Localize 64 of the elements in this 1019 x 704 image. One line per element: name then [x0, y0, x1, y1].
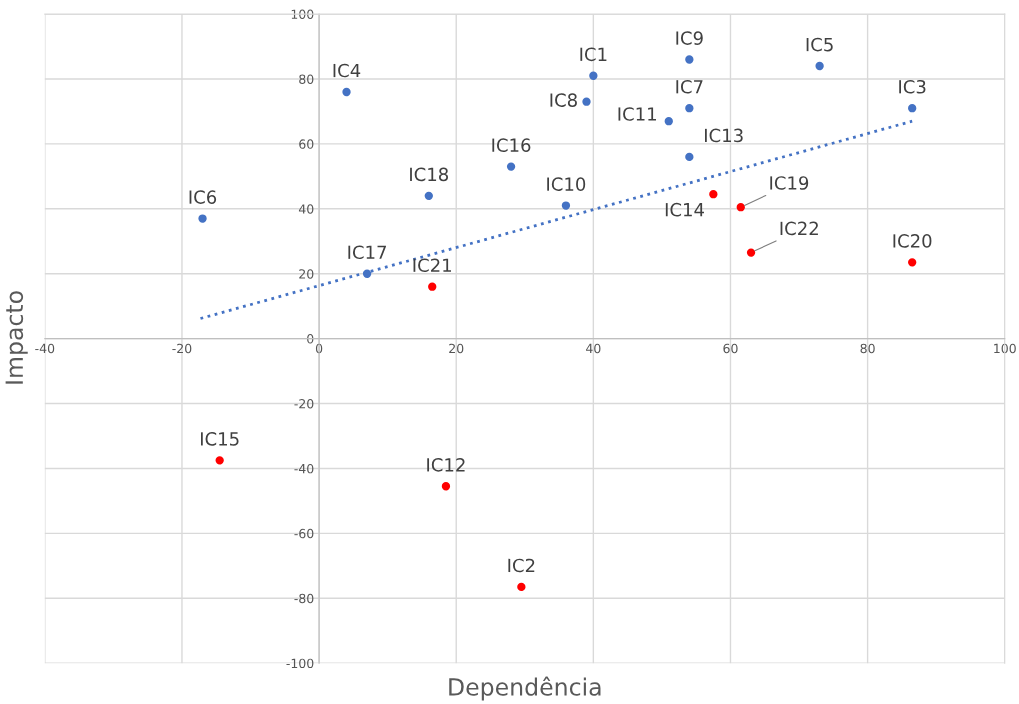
annotation: IC21 — [413, 258, 452, 273]
y-tick-label: 60 — [299, 139, 314, 149]
point — [746, 248, 756, 257]
point — [685, 55, 694, 64]
x-tick-label: 0 — [315, 343, 323, 354]
x-tick-label: 100 — [994, 343, 1016, 354]
y-tick-label: 80 — [299, 74, 314, 84]
x-tick-label: -40 — [35, 343, 55, 354]
point — [589, 71, 598, 80]
y-axis-title: Impacto — [5, 291, 28, 384]
point — [709, 190, 718, 199]
annotation: IC6 — [189, 190, 217, 204]
point — [362, 269, 372, 278]
annotation: IC2 — [508, 558, 535, 573]
x-tick-label: 40 — [586, 343, 601, 354]
point — [908, 104, 917, 113]
annotation: IC7 — [676, 79, 703, 94]
point — [506, 162, 516, 171]
x-tick-label: 20 — [449, 343, 464, 354]
y-tick-label: 100 — [291, 9, 314, 20]
annotation: IC22 — [780, 221, 818, 236]
annotation: IC5 — [806, 37, 833, 52]
x-tick-label: 60 — [723, 343, 738, 354]
point — [517, 582, 526, 592]
x-tick-label: 80 — [860, 343, 875, 354]
annotation: IC16 — [492, 138, 531, 153]
annotation: IC1 — [580, 47, 607, 62]
point — [664, 117, 673, 126]
y-tick-label: -40 — [294, 463, 314, 474]
point — [215, 456, 224, 465]
y-tick-label: -20 — [294, 399, 314, 409]
x-tick-label: -20 — [172, 343, 192, 354]
annotation: IC18 — [410, 167, 449, 182]
annotation: IC20 — [893, 234, 932, 248]
annotation: IC17 — [348, 245, 386, 260]
annotation: IC14 — [665, 202, 704, 217]
point — [198, 214, 207, 223]
point — [685, 104, 694, 113]
y-tick-label: 40 — [298, 204, 314, 214]
annotation: IC3 — [899, 79, 926, 94]
y-tick-label: -100 — [286, 658, 314, 669]
annotation: IC4 — [333, 63, 361, 78]
point — [908, 258, 917, 267]
annotation: IC8 — [550, 93, 577, 107]
y-tick-label: 20 — [299, 269, 314, 279]
point — [815, 61, 824, 71]
point — [441, 482, 451, 491]
annotation: IC9 — [676, 31, 703, 45]
annotation: IC19 — [770, 176, 809, 190]
y-tick-label: -80 — [294, 593, 314, 604]
point — [582, 97, 591, 106]
point — [342, 87, 351, 97]
annotation: IC10 — [547, 177, 586, 191]
annotation: IC12 — [427, 458, 465, 472]
point — [685, 152, 694, 162]
point — [561, 201, 571, 210]
annotation: IC15 — [200, 432, 239, 446]
y-tick-label: -60 — [294, 528, 314, 539]
annotation: IC13 — [705, 128, 743, 143]
annotation: IC11 — [618, 107, 656, 121]
point — [428, 282, 437, 291]
x-axis-title: Dependência — [449, 676, 601, 701]
point — [424, 191, 433, 200]
point — [736, 203, 745, 212]
